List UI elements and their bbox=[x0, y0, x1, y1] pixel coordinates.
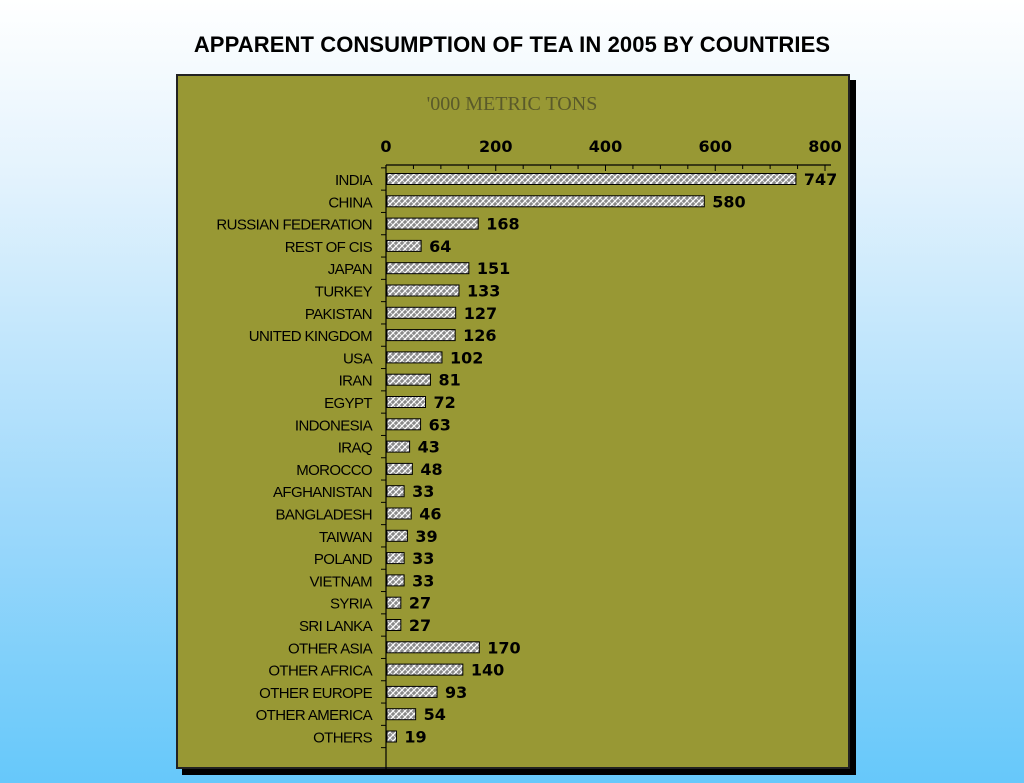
data-label: 93 bbox=[445, 683, 467, 702]
chart-panel bbox=[176, 74, 850, 769]
category-label: USA bbox=[343, 350, 373, 367]
category-label: SYRIA bbox=[330, 596, 373, 613]
value-labels: 747 580 168 64 151 133 127 126 102 81 72 63 43 48 33 46… bbox=[404, 170, 837, 747]
data-label: 33 bbox=[412, 549, 434, 568]
bar bbox=[386, 485, 405, 498]
category-label: JAPAN bbox=[328, 261, 372, 278]
bars bbox=[386, 173, 797, 743]
category-label: OTHER AFRICA bbox=[268, 663, 372, 680]
data-label: 27 bbox=[409, 594, 431, 613]
data-label: 747 bbox=[804, 170, 837, 189]
bar bbox=[386, 619, 402, 631]
data-label: 81 bbox=[438, 371, 460, 390]
data-label: 580 bbox=[712, 192, 745, 211]
bar bbox=[386, 284, 460, 297]
category-label: OTHERS bbox=[313, 730, 373, 747]
category-label: OTHER ASIA bbox=[288, 640, 373, 657]
category-label: MOROCCO bbox=[296, 462, 372, 479]
category-label: CHINA bbox=[328, 194, 372, 211]
data-label: 48 bbox=[420, 460, 442, 479]
data-label: 27 bbox=[409, 616, 431, 635]
category-labels: INDIA CHINA RUSSIAN FEDERATION REST OF CIS J… bbox=[216, 172, 373, 747]
category-label: INDONESIA bbox=[295, 417, 373, 434]
category-label: TAIWAN bbox=[319, 529, 372, 546]
bar bbox=[386, 685, 438, 698]
bar bbox=[386, 529, 408, 542]
unit-label: '000 METRIC TONS bbox=[426, 93, 598, 115]
slide-title: APPARENT CONSUMPTION OF TEA IN 2005 BY C… bbox=[193, 32, 831, 57]
data-label: 63 bbox=[429, 415, 451, 434]
chart-axes bbox=[381, 164, 831, 774]
bar bbox=[386, 173, 797, 185]
category-label: TURKEY bbox=[315, 284, 373, 301]
bar bbox=[386, 730, 397, 743]
category-label: UNITED KINGDOM bbox=[249, 328, 372, 345]
x-tick-label: 800 bbox=[808, 137, 841, 156]
data-label: 133 bbox=[467, 282, 500, 301]
bar bbox=[386, 351, 443, 364]
bar bbox=[386, 552, 405, 565]
category-label: SRI LANKA bbox=[299, 618, 373, 635]
bar bbox=[386, 217, 479, 230]
data-label: 19 bbox=[404, 728, 426, 747]
bar bbox=[386, 262, 470, 275]
bar bbox=[386, 396, 427, 408]
bar bbox=[386, 306, 457, 319]
data-label: 151 bbox=[477, 259, 510, 278]
bar bbox=[386, 462, 413, 475]
bar bbox=[386, 574, 405, 587]
category-label: IRAQ bbox=[338, 440, 372, 457]
bar bbox=[386, 708, 417, 721]
bar bbox=[386, 329, 456, 342]
data-label: 127 bbox=[464, 304, 497, 323]
data-label: 33 bbox=[412, 571, 434, 590]
data-label: 72 bbox=[434, 393, 456, 412]
data-label: 54 bbox=[424, 705, 446, 724]
data-label: 46 bbox=[419, 505, 441, 524]
category-label: PAKISTAN bbox=[305, 306, 372, 323]
category-label: IRAN bbox=[339, 373, 372, 390]
data-label: 43 bbox=[418, 438, 440, 457]
x-tick-label: 400 bbox=[589, 137, 622, 156]
category-label: EGYPT bbox=[324, 395, 372, 412]
category-label: RUSSIAN FEDERATION bbox=[216, 217, 372, 234]
data-label: 39 bbox=[415, 527, 437, 546]
bar bbox=[386, 373, 431, 386]
data-label: 170 bbox=[487, 638, 520, 657]
bar bbox=[386, 440, 411, 453]
category-label: POLAND bbox=[314, 551, 373, 568]
data-label: 64 bbox=[429, 237, 451, 256]
data-label: 33 bbox=[412, 482, 434, 501]
category-label: OTHER EUROPE bbox=[259, 685, 372, 702]
data-label: 140 bbox=[471, 661, 504, 680]
bar bbox=[386, 418, 422, 431]
bar bbox=[386, 195, 705, 208]
data-label: 168 bbox=[486, 215, 519, 234]
x-tick-label: 0 bbox=[380, 137, 391, 156]
bar bbox=[386, 507, 412, 520]
x-axis-ticks: 0 200 400 600 800 bbox=[380, 137, 842, 171]
category-label: AFGHANISTAN bbox=[273, 484, 372, 501]
category-label: VIETNAM bbox=[310, 573, 373, 590]
x-tick-label: 200 bbox=[479, 137, 512, 156]
data-label: 102 bbox=[450, 348, 483, 367]
bar bbox=[386, 596, 402, 609]
bar bbox=[386, 663, 464, 676]
x-tick-label: 600 bbox=[699, 137, 732, 156]
data-label: 126 bbox=[463, 326, 496, 345]
category-label: INDIA bbox=[335, 172, 373, 189]
category-label: REST OF CIS bbox=[285, 239, 373, 256]
category-label: BANGLADESH bbox=[275, 507, 372, 524]
category-label: OTHER AMERICA bbox=[256, 707, 373, 724]
bar bbox=[386, 641, 480, 654]
bar bbox=[386, 239, 422, 252]
